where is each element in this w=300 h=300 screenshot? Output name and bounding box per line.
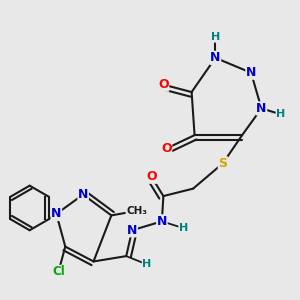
Text: N: N [51, 207, 62, 220]
Text: N: N [157, 215, 167, 228]
Text: N: N [246, 66, 256, 79]
Text: N: N [210, 51, 220, 64]
Text: H: H [179, 223, 188, 233]
Text: S: S [218, 157, 227, 170]
Text: N: N [78, 188, 88, 201]
Text: H: H [276, 109, 285, 119]
Text: H: H [211, 32, 220, 42]
Text: O: O [161, 142, 172, 155]
Text: CH₃: CH₃ [126, 206, 147, 216]
Text: N: N [127, 224, 137, 237]
Text: Cl: Cl [52, 266, 65, 278]
Text: O: O [146, 170, 157, 183]
Text: O: O [158, 78, 169, 91]
Text: H: H [142, 260, 152, 269]
Text: N: N [256, 102, 267, 115]
